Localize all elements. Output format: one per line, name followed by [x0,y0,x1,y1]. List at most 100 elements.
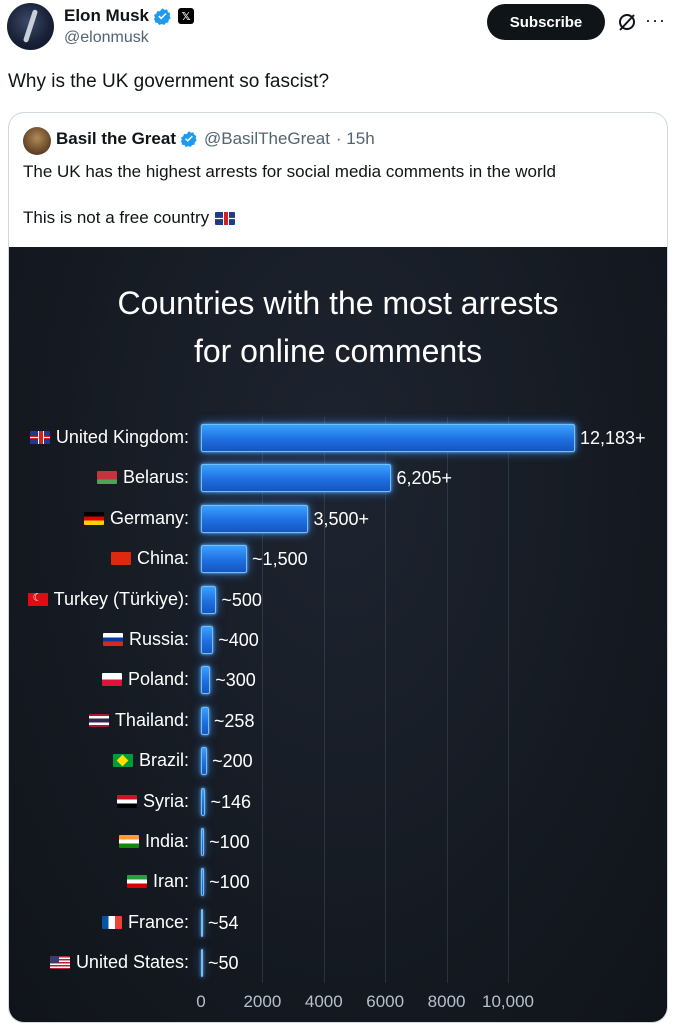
rocket-icon [22,9,39,43]
category-label: Iran: [126,871,189,892]
x-tick-label: 10,000 [481,992,534,1011]
chart-title-line-1: Countries with the most arrests [117,285,559,321]
ru-flag-icon [102,633,123,646]
category-label: China: [110,548,189,569]
x-tick-label: 8000 [427,992,466,1011]
bar-value-label: ~258 [213,710,255,731]
ir-flag-icon [126,875,147,889]
bar [201,626,214,654]
x-affiliate-icon: 𝕏 [178,8,195,24]
category-name: Belarus: [122,467,189,488]
category-label: India: [118,831,189,852]
bar [201,868,205,897]
author-block: Elon Musk 𝕏 @elonmusk [64,5,195,47]
category-label: Thailand: [88,709,189,731]
avatar[interactable] [7,3,54,50]
x-tick-label: 4000 [304,992,343,1011]
category-name: Thailand: [114,709,189,730]
tr-flag-icon [27,592,48,606]
bar [201,666,211,695]
bar-value-label: ~146 [210,791,252,812]
uk-flag-icon [215,211,236,225]
category-label: France: [101,911,189,933]
sy-flag-icon [116,794,137,808]
verified-badge-icon [180,131,197,148]
bar [201,706,209,735]
pl-flag-icon [101,673,122,687]
category-label: Poland: [101,669,189,690]
in-flag-icon [118,835,139,848]
verified-badge-icon [153,7,171,25]
bar-value-label: ~500 [221,589,262,610]
bar-value-label: 6,205+ [396,468,453,489]
category-label: Turkey (Türkiye): [27,589,189,610]
category-label: Belarus: [96,467,189,488]
th-flag-icon [88,713,109,727]
category-name: United Kingdom: [55,427,189,447]
cn-flag-icon [110,552,131,566]
category-name: Poland: [127,669,189,690]
quoted-author-name[interactable]: Basil the Great [56,129,176,148]
bar [201,464,392,493]
br-flag-icon [112,754,133,768]
x-tick-label: 0 [196,992,206,1011]
bar [201,585,217,614]
category-name: Iran: [152,871,189,892]
bar-value-label: ~100 [209,832,250,852]
bar [201,949,203,978]
bar-value-label: ~100 [209,872,250,893]
subscribe-button[interactable]: Subscribe [487,4,605,40]
category-name: China: [136,548,189,569]
bar-value-label: ~300 [215,670,256,691]
bar-value-label: ~50 [208,953,239,974]
bar-value-label: 12,183+ [580,428,646,448]
category-name: United States: [75,952,189,973]
us-flag-icon [49,956,70,970]
more-options-icon[interactable]: ··· [645,10,666,30]
bar-value-label: ~1,500 [252,549,308,570]
category-label: United States: [49,952,189,973]
category-name: Germany: [109,507,189,528]
quoted-timestamp[interactable]: · 15h [335,129,375,148]
category-name: Russia: [128,629,189,649]
author-handle[interactable]: @elonmusk [64,29,149,46]
category-label: Germany: [83,507,189,529]
gridline [323,417,325,983]
category-name: Brazil: [138,750,189,771]
quoted-text-line: The UK has the highest arrests for socia… [23,162,556,181]
bar [201,424,575,452]
quoted-text-line: This is not a free country [23,208,236,228]
quoted-text-line-2: This is not a free country [23,208,210,227]
gridline [446,417,448,983]
category-name: Syria: [142,790,189,811]
fr-flag-icon [101,915,122,929]
quoted-avatar[interactable] [23,127,51,155]
gridline [262,417,264,983]
category-label: Russia: [102,629,189,650]
bar [201,787,206,816]
de-flag-icon [83,511,104,525]
category-name: France: [127,911,189,932]
x-tick-label: 2000 [243,992,282,1011]
uk-flag-icon [29,431,50,444]
bar-value-label: ~400 [218,630,259,650]
bar-value-label: 3,500+ [313,508,369,529]
quoted-header: Basil the Great @BasilTheGreat · 15h [56,129,375,149]
gridline [385,417,387,983]
bar [201,504,309,533]
category-label: United Kingdom: [29,427,189,448]
bar [201,545,248,574]
author-name[interactable]: Elon Musk [64,6,150,25]
quoted-author-handle[interactable]: @BasilTheGreat [204,129,330,148]
bar-value-label: ~200 [212,751,253,772]
bar-value-label: ~54 [208,912,239,933]
category-name: India: [144,831,189,851]
category-label: Brazil: [112,750,189,771]
chart-title-line-2: for online comments [193,333,483,369]
gridline [507,417,509,983]
grok-icon[interactable] [617,12,637,32]
bar [201,747,208,776]
arrests-bar-chart-image[interactable]: Countries with the most arrests for onli… [9,247,667,1022]
quoted-tweet[interactable]: Basil the Great @BasilTheGreat · 15h The… [8,112,668,1023]
by-flag-icon [96,471,117,485]
